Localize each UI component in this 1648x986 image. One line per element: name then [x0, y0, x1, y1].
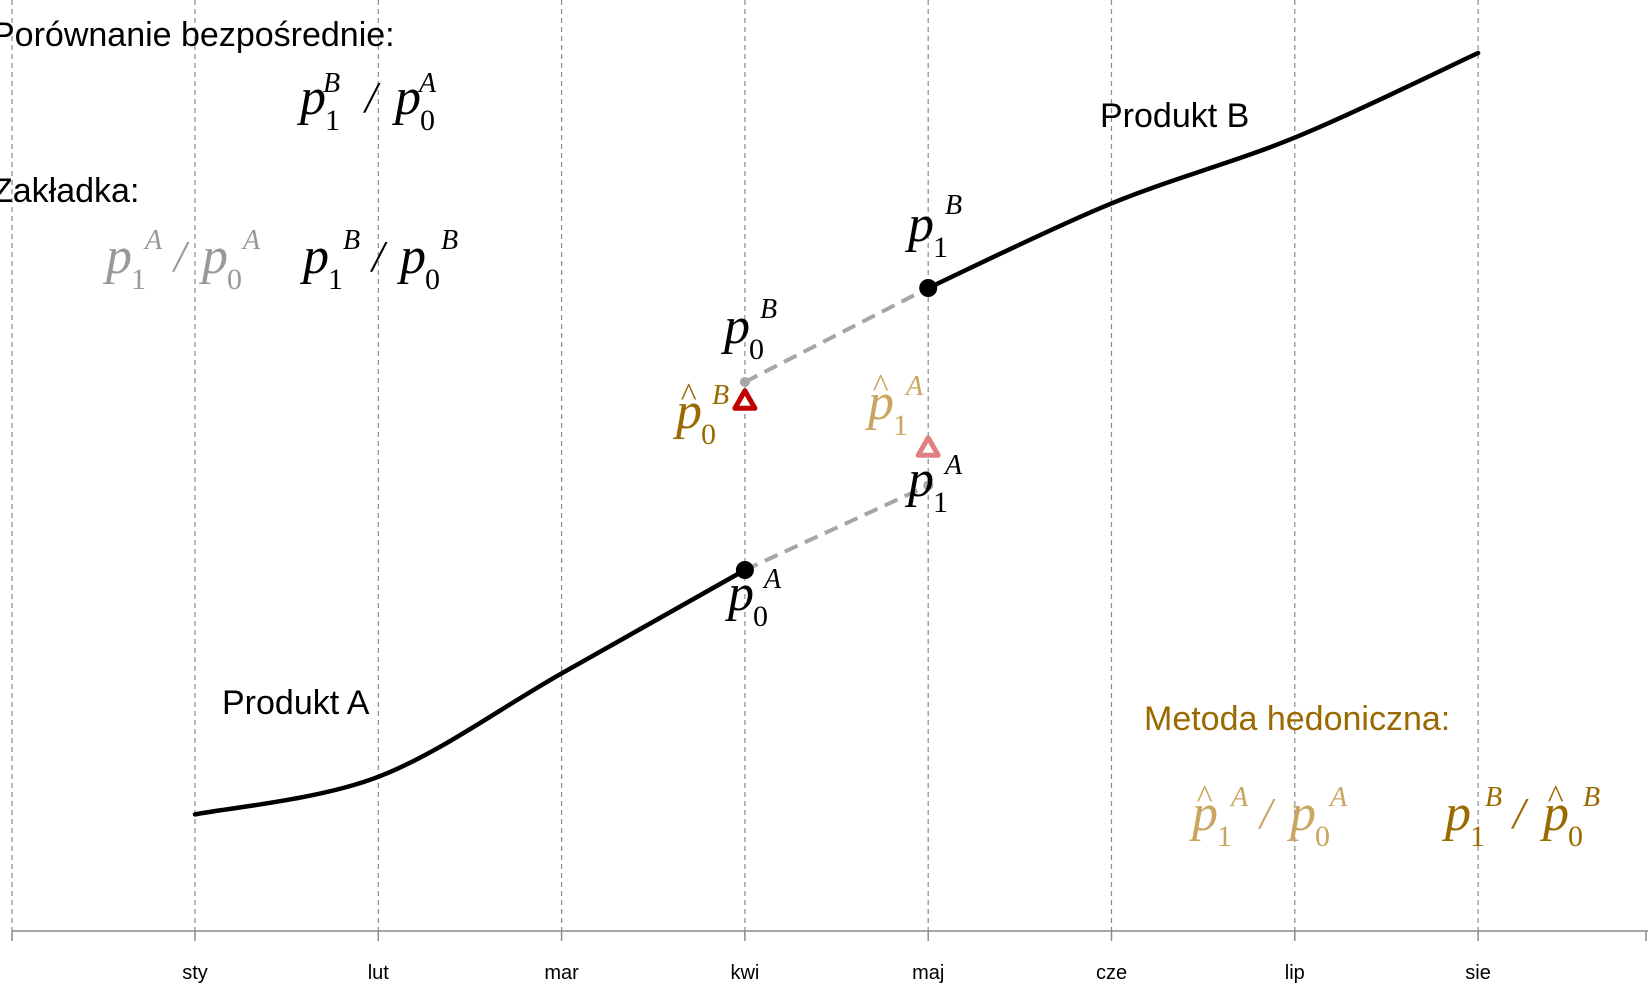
- formula-sup: B: [1583, 782, 1600, 813]
- label-p1-a-hat: p ^ 1 A: [864, 368, 924, 442]
- formula-p: p: [1441, 785, 1471, 842]
- formula-slash: /: [362, 73, 381, 122]
- formula-p: p: [672, 383, 702, 440]
- tick-label-sty: sty: [182, 962, 208, 984]
- formula-p: p: [296, 69, 326, 126]
- formula-sub: 1: [933, 486, 948, 519]
- formula-sub: 0: [1315, 820, 1330, 853]
- tick-label-lip: lip: [1285, 962, 1305, 984]
- formula-sup: A: [762, 564, 782, 595]
- formula-sub: 1: [933, 231, 948, 264]
- formula-sub: 0: [425, 263, 440, 296]
- formula-sup: A: [241, 225, 261, 256]
- tick-label-cze: cze: [1096, 962, 1127, 984]
- tick-label-maj: maj: [912, 962, 944, 984]
- formula-sub: 0: [753, 600, 768, 633]
- formula-p: p: [102, 228, 132, 285]
- formula-sub: 0: [1568, 820, 1583, 853]
- triangle-p1a-hat: [915, 435, 941, 458]
- tick-label-sie: sie: [1465, 962, 1491, 984]
- formula-slash: /: [171, 232, 190, 281]
- label-p0-b-hat: p ^ 0 B: [672, 377, 729, 451]
- label-p0-a: p 0 A: [724, 564, 782, 633]
- product-b-link-dashed: [743, 286, 930, 384]
- formula-p: p: [1286, 785, 1316, 842]
- tab-formula-b: p 1 B / p 0 B: [299, 225, 458, 296]
- tick-label-mar: mar: [544, 962, 579, 984]
- formula-p: p: [396, 228, 426, 285]
- formula-hat: ^: [872, 368, 889, 405]
- formula-sup: B: [323, 68, 340, 99]
- formula-p: p: [299, 228, 329, 285]
- formula-sup: B: [945, 190, 962, 221]
- tab-formula-a: p 1 A / p 0 A: [102, 225, 261, 296]
- formula-sup: A: [1328, 782, 1348, 813]
- formula-p: p: [1539, 785, 1569, 842]
- tab-method-title: Zakładka:: [0, 172, 139, 210]
- formula-sub: 1: [1470, 820, 1485, 853]
- formula-sub: 0: [227, 263, 242, 296]
- formula-p: p: [904, 196, 934, 253]
- hedonic-formula-a: p ^ 1 A / p 0 A: [1188, 779, 1348, 853]
- formula-sub: 0: [420, 104, 435, 137]
- product-a-line: [192, 567, 748, 817]
- formula-slash: /: [1510, 789, 1529, 838]
- product-a-label: Produkt A: [222, 684, 370, 722]
- formula-sub: 1: [131, 263, 146, 296]
- x-tick-labels: sty lut mar kwi maj cze lip sie: [182, 962, 1491, 984]
- tick-label-lut: lut: [368, 962, 390, 984]
- label-p1-b: p 1 B: [904, 190, 962, 264]
- formula-sup: A: [1229, 782, 1249, 813]
- formula-p: p: [198, 228, 228, 285]
- formula-hat: ^: [1547, 779, 1564, 816]
- formula-sup: A: [417, 68, 437, 99]
- formula-sub: 1: [325, 104, 340, 137]
- triangle-p0b-hat: [732, 388, 758, 411]
- formula-sup: B: [1485, 782, 1502, 813]
- formula-p: p: [391, 69, 421, 126]
- formula-sup: B: [712, 380, 729, 411]
- point-p1-a: [923, 480, 934, 491]
- formula-sub: 1: [893, 409, 908, 442]
- product-b-label: Produkt B: [1100, 97, 1249, 135]
- formula-p: p: [724, 565, 754, 622]
- hedonic-formula-b: p 1 B / p ^ 0 B: [1441, 779, 1600, 853]
- formula-p: p: [864, 374, 894, 431]
- product-a-link-dashed: [744, 483, 930, 572]
- formula-hat: ^: [1196, 779, 1213, 816]
- formula-slash: /: [369, 232, 388, 281]
- hedonic-method-title: Metoda hedoniczna:: [1144, 700, 1450, 738]
- month-gridlines: [11, 0, 1479, 931]
- formula-slash: /: [1257, 789, 1276, 838]
- formula-sub: 0: [749, 333, 764, 366]
- direct-formula: p 1 B / p 0 A: [296, 68, 437, 137]
- formula-sup: A: [904, 371, 924, 402]
- label-p1-a: p 1 A: [904, 450, 963, 519]
- tick-label-kwi: kwi: [730, 962, 759, 984]
- label-p0-b: p 0 B: [720, 294, 777, 366]
- formula-hat: ^: [680, 377, 697, 414]
- x-axis: [11, 930, 1648, 941]
- formula-p: p: [720, 298, 750, 355]
- product-b-line: [925, 50, 1481, 291]
- point-p0-b: [739, 377, 750, 387]
- formula-p: p: [1188, 785, 1218, 842]
- point-p0-a: [735, 561, 754, 579]
- formula-sup: B: [760, 294, 777, 325]
- formula-sup: B: [343, 225, 360, 256]
- formula-sub: 0: [701, 418, 716, 451]
- formula-sup: B: [441, 225, 458, 256]
- formula-sub: 1: [328, 263, 343, 296]
- formula-sub: 1: [1217, 820, 1232, 853]
- formula-sup: A: [143, 225, 163, 256]
- direct-comparison-title: Porównanie bezpośrednie:: [0, 16, 395, 54]
- formula-p: p: [904, 451, 934, 508]
- formula-sup: A: [943, 450, 963, 481]
- point-p1-b: [919, 279, 938, 297]
